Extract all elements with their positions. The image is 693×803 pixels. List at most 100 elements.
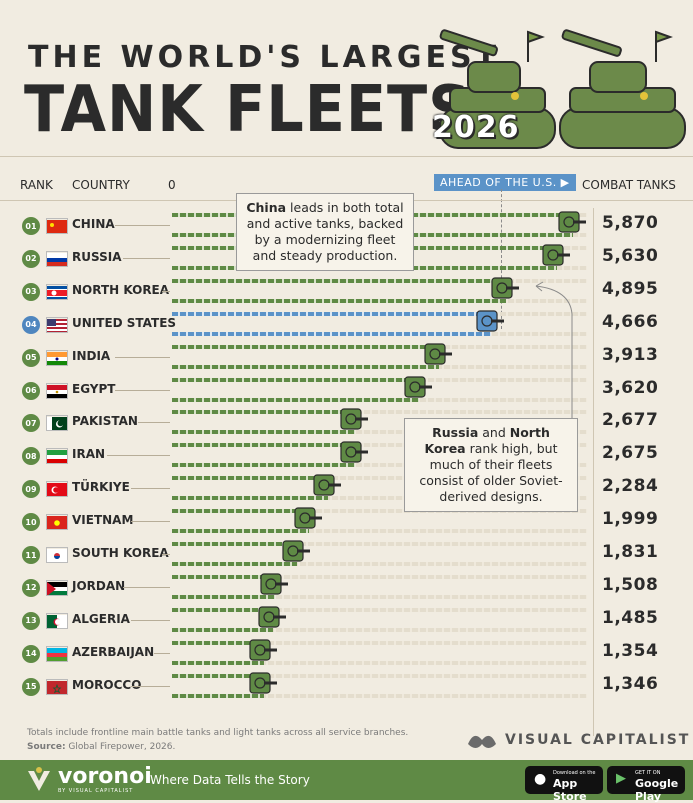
bar: [172, 673, 264, 678]
bar: [172, 278, 507, 283]
country-label: PAKISTAN: [72, 414, 138, 429]
tank-marker-icon: [424, 342, 453, 365]
tank-marker-icon: [293, 507, 322, 529]
egypt-flag-icon: [46, 382, 68, 399]
rank-badge: 14: [22, 644, 40, 663]
tank-icon: [559, 29, 686, 149]
value-label: 1,346: [602, 673, 659, 694]
table-row: 12 JORDAN 1,508: [0, 571, 693, 604]
bar-track: [172, 443, 587, 448]
bar-track: [172, 463, 587, 468]
table-row: 14 AZERBAIJAN 1,354: [0, 637, 693, 670]
annotation-connector: [535, 281, 573, 418]
table-row: 04 UNITED STATES 4,666: [0, 308, 693, 341]
tank-marker-icon: [282, 540, 311, 562]
value-label: 4,666: [602, 311, 659, 332]
country-label: NORTH KOREA: [72, 282, 170, 297]
iran-flag-icon: [46, 448, 68, 465]
turkiye-flag-icon: [46, 481, 68, 498]
rank-header: RANK: [20, 178, 53, 192]
table-row: 06 EGYPT 3,620: [0, 374, 693, 407]
country-label: IRAN: [72, 447, 106, 462]
tagline: Where Data Tells the Story: [150, 773, 310, 787]
azerbaijan-flag-icon: [46, 645, 68, 662]
app-store-label: App Store: [553, 777, 587, 803]
footnote: Totals include frontline main battle tan…: [27, 728, 409, 738]
rank-badge: 13: [22, 611, 40, 630]
value-label: 5,630: [602, 245, 659, 266]
country-label: JORDAN: [72, 578, 126, 593]
voronoi-brand[interactable]: voronoi: [58, 764, 152, 789]
rank-badge: 12: [22, 578, 40, 597]
country-label: RUSSIA: [72, 249, 122, 264]
russia-annotation: Russia and North Korea rank high, but mu…: [404, 418, 578, 512]
google-play-button[interactable]: ▶ GET IT ON Google Play: [607, 766, 685, 803]
tank-marker-icon: [558, 211, 586, 233]
country-label: SOUTH KOREA: [72, 546, 169, 560]
axis-zero-label: 0: [168, 178, 176, 192]
bar: [172, 640, 265, 645]
label-connector: [161, 554, 170, 555]
country-label: MOROCCO: [72, 677, 142, 692]
tank-marker-icon: [249, 639, 278, 661]
rank-badge: 05: [22, 348, 40, 367]
ahead-of-us-label: AHEAD OF THE U.S. ▶: [434, 174, 576, 191]
label-connector: [122, 257, 170, 259]
label-connector: [115, 225, 170, 226]
algeria-flag-icon: [46, 612, 68, 629]
value-label: 1,485: [602, 607, 659, 628]
us-reference-line: [501, 189, 502, 329]
visual-capitalist-brand: VISUAL CAPITALIST: [505, 732, 691, 748]
label-connector: [115, 389, 170, 391]
value-label: 2,675: [602, 443, 659, 464]
value-label: 2,284: [602, 476, 659, 497]
rank-badge: 07: [22, 414, 40, 433]
country-label: EGYPT: [72, 381, 116, 396]
bar: [172, 529, 309, 534]
bar: [172, 496, 329, 501]
google-play-label: Google Play: [635, 777, 679, 803]
bar-track: [172, 529, 587, 534]
tank-marker-icon: [340, 441, 368, 463]
north-korea-flag-icon: [46, 283, 68, 300]
bar-track: [172, 594, 587, 599]
page-title: TANK FLEETS: [24, 73, 472, 147]
bar-track: [172, 410, 587, 415]
bar: [172, 463, 355, 468]
google-play-icon: ▶: [616, 771, 626, 786]
value-label: 1,508: [602, 574, 659, 595]
annotation-text: rank high, but much of their fleets cons…: [419, 441, 563, 504]
bar: [172, 542, 298, 546]
rank-badge: 02: [22, 249, 40, 268]
usa-flag-icon: [46, 316, 68, 333]
value-label: 1,999: [602, 509, 659, 530]
label-connector: [161, 290, 170, 292]
tank-marker-icon: [313, 474, 342, 496]
tank-marker-icon: [340, 408, 368, 430]
bar: [172, 298, 507, 303]
bar: [172, 410, 355, 415]
bar-track: [172, 673, 587, 678]
china-annotation: China leads in both total and active tan…: [236, 193, 414, 271]
rank-badge: 03: [22, 282, 40, 301]
bar-track: [172, 627, 587, 632]
country-label: CHINA: [72, 217, 115, 231]
bar-track: [172, 542, 587, 546]
annotation-bold: North Korea: [424, 425, 550, 456]
value-label: 3,620: [602, 377, 659, 398]
country-label: AZERBAIJAN: [72, 644, 155, 659]
app-store-button[interactable]: ● Download on the App Store: [525, 766, 603, 803]
app-store-small: Download on the: [553, 770, 596, 776]
bar-track: [172, 693, 587, 698]
rank-badge: 09: [22, 480, 40, 499]
country-label: INDIA: [72, 348, 111, 363]
annotation-text: and: [478, 425, 510, 440]
label-connector: [138, 422, 170, 424]
table-row: 07 PAKISTAN 2,677: [0, 406, 693, 439]
vietnam-flag-icon: [46, 514, 68, 531]
bar: [172, 476, 329, 481]
google-play-small: GET IT ON: [635, 770, 661, 776]
south-korea-flag-icon: [46, 547, 68, 563]
table-row: 10 VIETNAM 1,999: [0, 505, 693, 538]
label-connector: [130, 488, 170, 490]
